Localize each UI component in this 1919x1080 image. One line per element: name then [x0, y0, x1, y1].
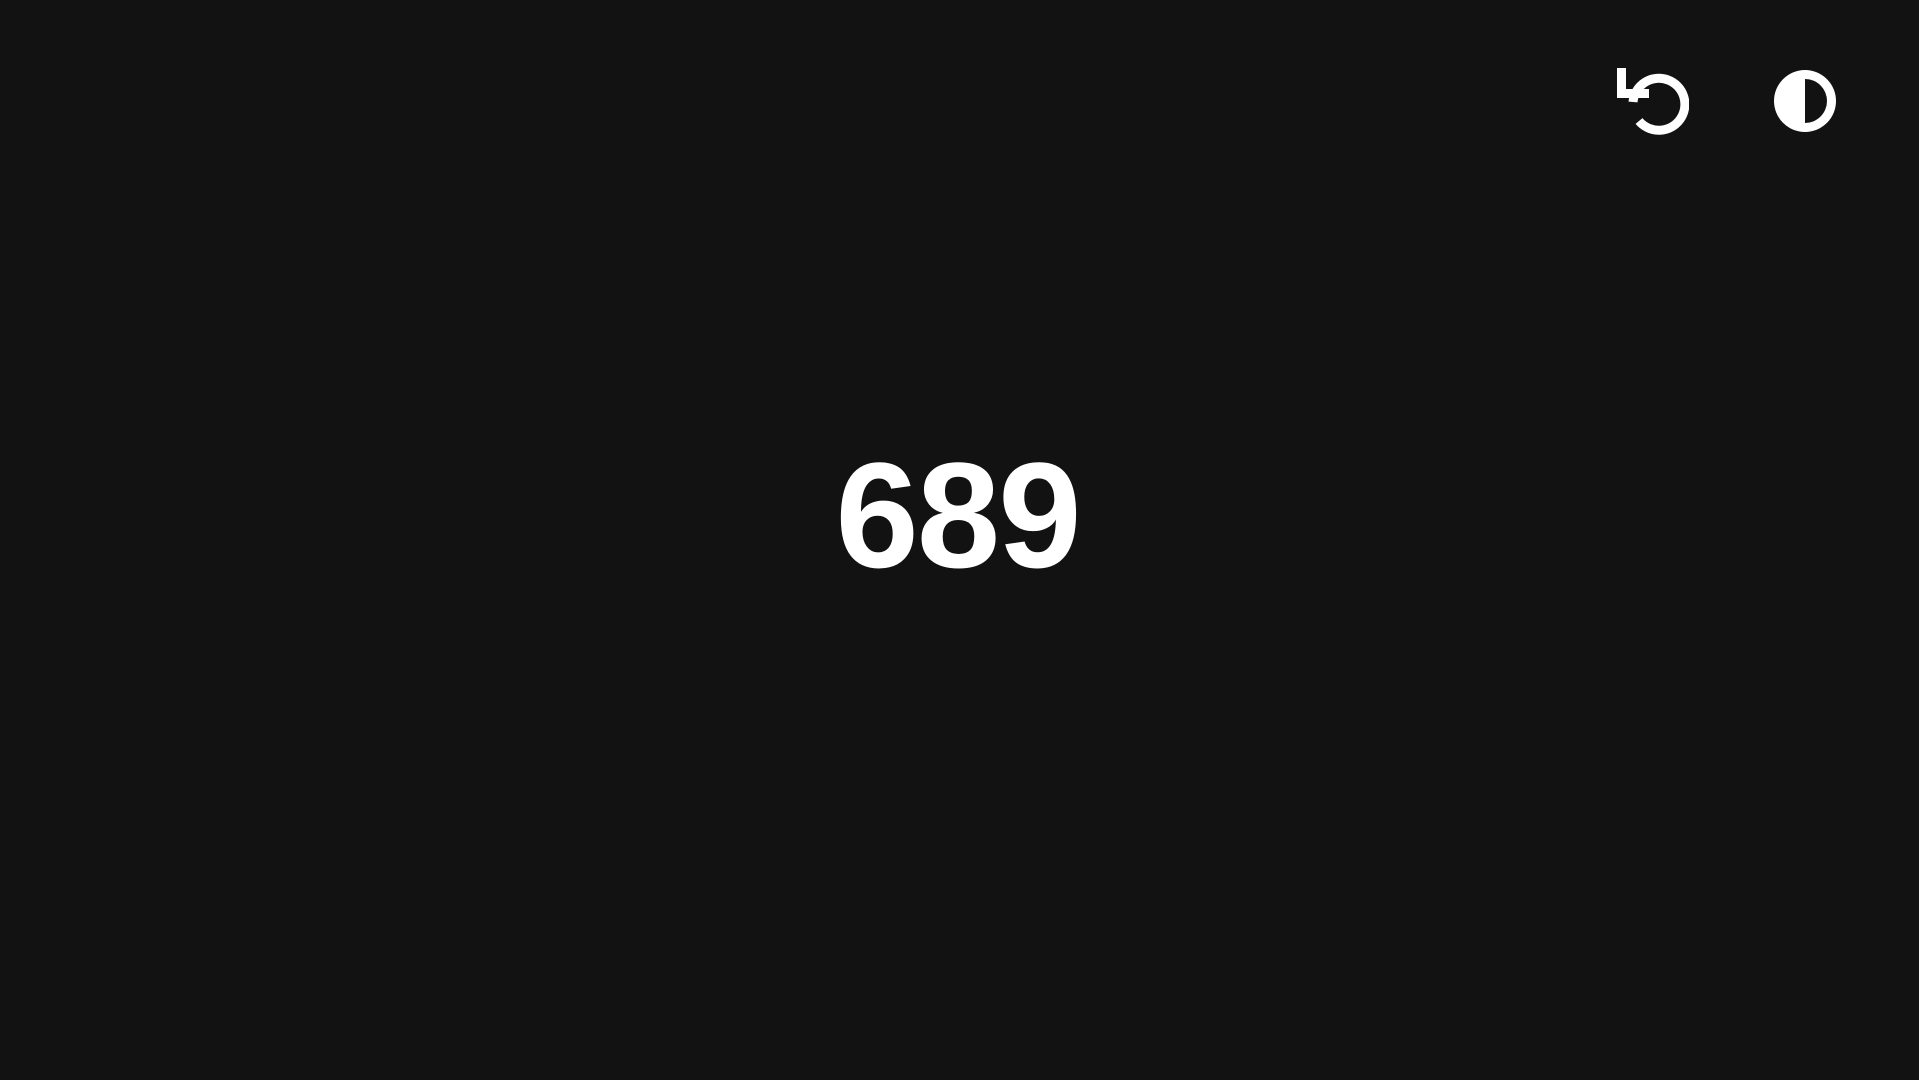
reset-icon	[1617, 68, 1689, 135]
counter-value: 689	[835, 431, 1081, 599]
toolbar	[1617, 64, 1841, 138]
reset-button[interactable]	[1617, 64, 1689, 138]
theme-toggle-button[interactable]	[1769, 64, 1841, 138]
contrast-icon	[1774, 70, 1836, 132]
